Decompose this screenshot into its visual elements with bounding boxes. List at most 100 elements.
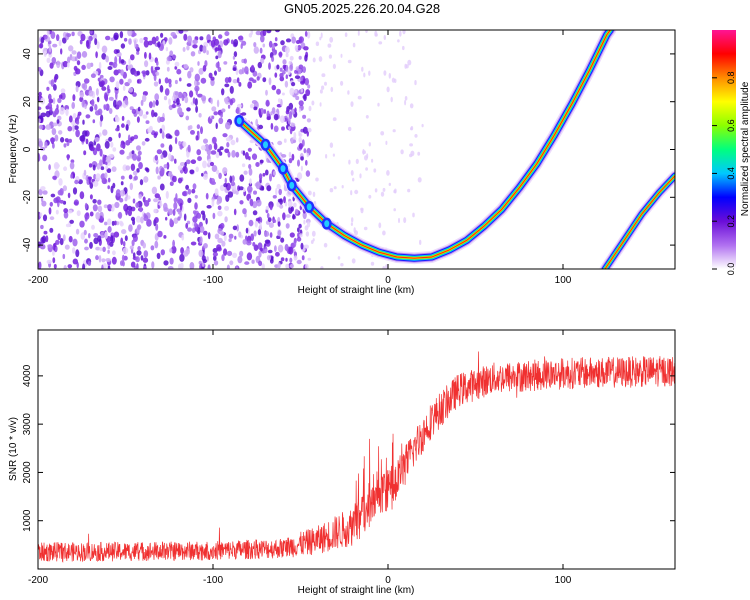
noise-speckle — [47, 102, 53, 109]
noise-speckle — [258, 260, 263, 267]
noise-speckle — [224, 77, 230, 84]
spectrogram-plot-area — [38, 30, 675, 269]
noise-speckle — [51, 128, 57, 136]
noise-speckle — [273, 170, 276, 176]
noise-speckle — [145, 120, 150, 124]
noise-speckle — [38, 67, 42, 72]
noise-speckle — [122, 247, 129, 254]
noise-speckle — [259, 47, 263, 54]
noise-speckle — [82, 130, 88, 137]
noise-speckle — [186, 107, 191, 112]
noise-speckle — [261, 186, 265, 191]
noise-speckle — [155, 99, 159, 106]
noise-speckle — [213, 111, 218, 116]
noise-speckle — [159, 128, 163, 134]
noise-speckle — [129, 182, 133, 191]
noise-speckle — [252, 242, 256, 247]
noise-speckle — [53, 75, 57, 83]
noise-speckle — [216, 99, 220, 108]
noise-speckle — [298, 100, 304, 106]
noise-speckle — [275, 187, 278, 196]
noise-speckle — [159, 183, 165, 191]
noise-speckle — [340, 263, 344, 267]
noise-speckle — [68, 138, 72, 143]
noise-speckle — [414, 80, 417, 86]
noise-speckle — [166, 162, 170, 170]
noise-speckle — [91, 99, 95, 107]
noise-speckle — [252, 210, 258, 216]
noise-speckle — [398, 217, 400, 224]
noise-speckle — [382, 230, 386, 236]
noise-speckle — [163, 202, 168, 211]
noise-speckle — [135, 202, 140, 208]
noise-speckle — [329, 142, 334, 148]
noise-speckle — [294, 45, 299, 51]
noise-speckle — [118, 132, 121, 139]
noise-speckle — [133, 134, 139, 140]
noise-speckle — [304, 263, 309, 269]
noise-speckle — [252, 79, 257, 83]
noise-speckle — [136, 79, 140, 84]
noise-speckle — [409, 153, 413, 158]
noise-speckle — [85, 40, 90, 48]
noise-speckle — [53, 84, 57, 91]
noise-speckle — [94, 110, 101, 116]
noise-speckle — [259, 222, 262, 229]
noise-speckle — [145, 70, 150, 76]
noise-speckle — [206, 256, 209, 262]
noise-speckle — [217, 237, 223, 244]
noise-speckle — [38, 111, 41, 117]
ridge-blob — [280, 165, 286, 173]
noise-speckle — [44, 141, 48, 149]
noise-speckle — [284, 243, 289, 252]
noise-speckle — [40, 196, 44, 203]
noise-speckle — [41, 235, 47, 244]
x-tick-label: 100 — [555, 275, 572, 286]
noise-speckle — [95, 88, 99, 96]
noise-speckle — [69, 219, 74, 224]
noise-speckle — [380, 131, 385, 136]
noise-speckle — [197, 156, 202, 162]
noise-speckle — [160, 154, 164, 160]
noise-speckle — [362, 150, 366, 155]
noise-speckle — [83, 78, 90, 84]
noise-speckle — [319, 89, 323, 94]
noise-speckle — [245, 227, 249, 234]
noise-speckle — [219, 222, 225, 229]
noise-speckle — [117, 100, 122, 107]
noise-speckle — [101, 264, 104, 269]
noise-speckle — [119, 78, 124, 85]
noise-speckle — [232, 225, 238, 231]
noise-speckle — [201, 95, 207, 102]
noise-speckle — [46, 86, 50, 91]
noise-speckle — [275, 30, 280, 33]
noise-speckle — [182, 166, 186, 172]
noise-speckle — [197, 213, 202, 219]
noise-speckle — [332, 117, 337, 122]
noise-speckle — [206, 50, 209, 55]
noise-speckle — [81, 51, 88, 58]
noise-speckle — [59, 199, 65, 204]
noise-speckle — [183, 213, 187, 221]
noise-speckle — [237, 35, 244, 41]
noise-speckle — [136, 145, 141, 151]
noise-speckle — [233, 39, 239, 47]
noise-speckle — [255, 217, 261, 222]
noise-speckle — [154, 193, 160, 199]
noise-speckle — [288, 102, 294, 110]
colorbar-label: Normalized spectral amplitude — [740, 81, 750, 216]
noise-speckle — [155, 71, 160, 76]
noise-speckle — [417, 151, 421, 156]
noise-speckle — [351, 258, 356, 264]
noise-speckle — [157, 204, 160, 209]
noise-speckle — [290, 206, 294, 212]
noise-speckle — [407, 188, 411, 193]
noise-speckle — [291, 36, 297, 44]
noise-speckle — [212, 136, 217, 144]
noise-speckle — [139, 206, 143, 213]
noise-speckle — [248, 168, 253, 176]
noise-speckle — [63, 166, 68, 171]
noise-speckle — [225, 121, 231, 130]
noise-speckle — [262, 30, 267, 37]
noise-speckle — [290, 122, 296, 128]
